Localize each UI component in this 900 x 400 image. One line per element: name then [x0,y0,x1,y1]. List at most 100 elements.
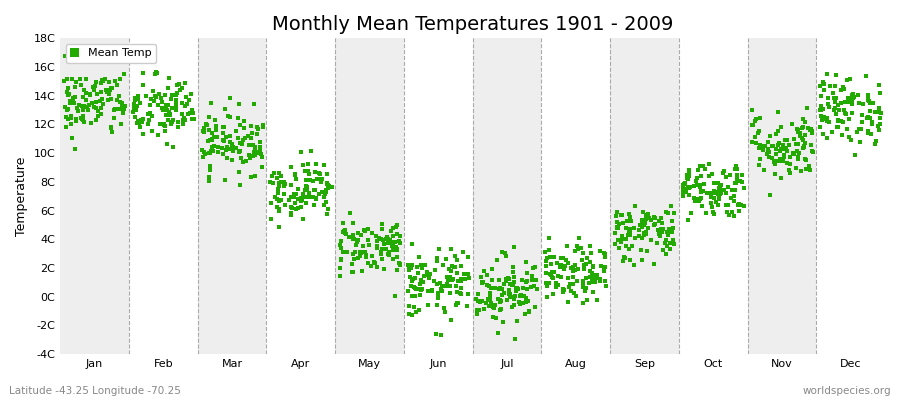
Point [831,117,845,124]
Point [793,133,807,140]
Point [351,255,365,262]
Point [439,281,454,287]
Point [343,233,357,240]
Point [385,243,400,249]
Point [302,171,316,177]
Point [750,116,764,122]
Point [64,121,78,127]
Point [107,115,122,121]
Point [148,98,162,104]
Point [822,118,836,125]
Point [284,212,299,219]
Point [480,272,494,278]
Point [718,202,733,208]
Point [146,88,160,94]
Point [779,148,794,154]
Point [89,79,104,85]
Point [716,187,731,194]
Point [636,209,651,216]
Point [508,285,523,292]
Point [180,111,194,117]
Point [242,154,256,161]
Point [617,255,632,262]
Point [852,139,867,146]
Point [196,129,211,136]
Point [361,226,375,232]
Point [263,179,277,186]
Point [223,114,238,120]
Point [173,87,187,93]
Point [561,260,575,266]
Point [425,286,439,293]
Point [104,96,119,102]
Point [346,251,360,257]
Point [148,69,163,76]
Point [226,148,240,154]
Point [486,314,500,320]
Point [450,270,464,276]
Point [302,168,316,174]
Point [503,294,517,300]
Point [687,182,701,189]
Point [196,128,211,134]
Point [67,95,81,102]
Point [431,295,446,302]
Point [392,233,407,239]
Point [796,136,810,143]
Point [578,287,592,293]
Point [655,220,670,226]
Point [560,242,574,249]
Point [102,79,116,85]
Point [840,111,854,118]
Point [712,192,726,198]
Point [158,106,173,112]
Point [782,166,796,173]
Point [570,292,584,299]
Point [80,103,94,110]
Point [472,299,487,306]
Point [861,130,876,136]
Point [272,183,286,190]
Point [844,110,859,116]
Point [437,304,452,311]
Point [309,195,323,201]
Point [872,109,886,116]
Point [461,271,475,278]
Point [366,258,381,265]
Point [264,200,278,206]
Point [110,97,124,103]
Point [865,121,879,127]
Point [634,217,649,223]
Point [360,260,374,266]
Point [724,208,739,215]
Point [576,300,590,307]
Point [829,95,843,102]
Point [598,254,612,261]
Point [828,105,842,112]
Point [402,266,417,273]
Point [425,288,439,295]
Point [644,217,659,223]
Point [364,263,379,269]
Point [583,243,598,250]
Point [224,156,238,163]
Point [430,258,445,265]
Point [516,300,530,306]
Point [576,277,590,284]
Point [628,203,643,210]
Point [844,101,859,107]
Point [168,97,183,103]
Point [693,189,707,196]
Point [255,164,269,170]
Point [296,190,310,197]
Point [842,116,856,122]
Point [846,91,860,98]
Point [623,226,637,232]
Point [661,232,675,238]
Point [692,198,706,204]
Point [634,224,649,230]
Point [664,229,679,236]
Point [732,208,746,214]
Point [510,317,525,324]
Point [345,261,359,267]
